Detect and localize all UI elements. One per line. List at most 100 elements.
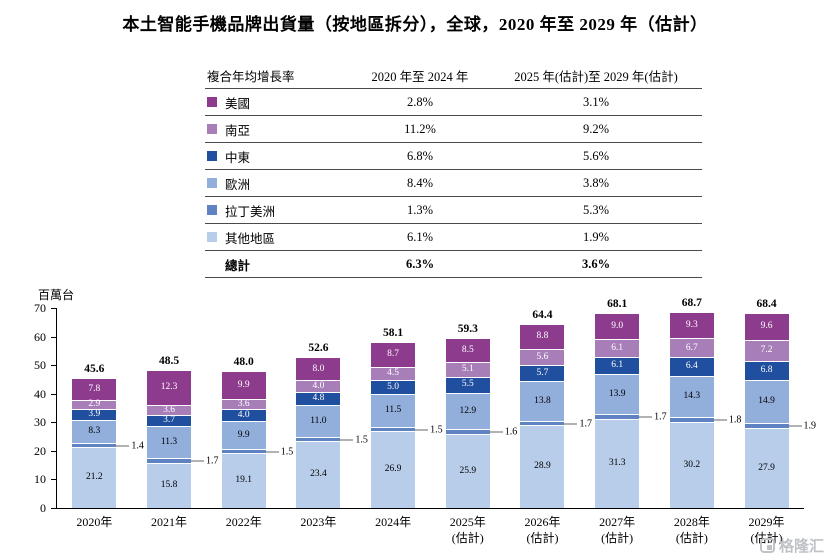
cagr-2025-2029-value: 9.2% (582, 121, 610, 136)
segment-value: 3.6 (163, 404, 175, 415)
segment-value: 8.8 (536, 331, 549, 342)
table-rows: 美國 2.8% 3.1% 南亞 11.2% 9.2% 中東 6.8% 5.6% 歐洲 8.4% 3.8… (205, 89, 702, 251)
bar-segment-europe: 11.0 (296, 405, 341, 437)
bar-total-label: 68.7 (681, 296, 702, 309)
legend-swatch-middle-east (207, 151, 217, 161)
x-axis-label: 2020年 (76, 515, 112, 531)
cagr-2020-2024-value: 6.8% (406, 148, 434, 163)
bar-segment-latin-america: 1.8 (669, 414, 741, 425)
y-tick-mark (51, 422, 56, 424)
segment-value: 1.8 (728, 414, 742, 426)
segment-value: 8.3 (88, 426, 101, 437)
legend-swatch-other-regions (207, 232, 217, 242)
x-axis-label-year: 2022年 (225, 515, 262, 529)
cagr-table: 複合年均增長率 2020 年至 2024 年 2025 年(估計)至 2029 … (205, 62, 702, 278)
bar-stack: 7.8 2.9 3.9 8.3 1.4 21.2 45.6 (72, 308, 144, 508)
cagr-2025-2029-value: 5.6% (582, 148, 610, 163)
bar-segment-other-regions: 15.8 (147, 462, 192, 508)
bar-group: 7.8 2.9 3.9 8.3 1.4 21.2 45.6 2020年 (57, 308, 144, 531)
table-row-us: 美國 2.8% 3.1% (205, 89, 702, 116)
watermark-text: 格隆汇 (778, 538, 824, 555)
bar-segment-other-regions: 25.9 (445, 434, 490, 508)
segment-value: 4.8 (312, 393, 325, 404)
bar-segment-other-regions: 21.2 (72, 447, 117, 508)
segment-value: 11.5 (384, 405, 402, 416)
segment-value: 27.9 (758, 462, 775, 473)
segment-value: 4.0 (237, 409, 250, 420)
segment-value: 21.2 (86, 472, 103, 483)
segment-value: 5.5 (461, 379, 474, 390)
cagr-2025-2029-value: 1.9% (582, 229, 610, 244)
bar-segment-us: 8.8 (520, 323, 565, 349)
bar-segment-latin-america: 1.5 (296, 434, 368, 445)
bar-stack: 9.0 6.1 6.1 13.9 1.7 31.3 68.1 (595, 298, 667, 508)
table-header-row: 複合年均增長率 2020 年至 2024 年 2025 年(估計)至 2029 … (205, 62, 702, 89)
segment-value: 30.2 (683, 459, 701, 470)
segment-value: 1.7 (654, 411, 667, 423)
bar-segment-us: 8.0 (296, 357, 341, 381)
bar-segment-middle-east: 6.4 (669, 357, 714, 376)
region-label: 拉丁美洲 (225, 204, 276, 219)
segment-value: 14.9 (758, 396, 775, 407)
segment-value-outside: 1.8 (713, 414, 742, 426)
y-tick-mark (51, 308, 56, 309)
bar-segment-middle-east: 3.7 (147, 415, 192, 426)
bar-group: 9.3 6.7 6.4 14.3 1.8 30.2 68.7 2028年 (估計) (655, 297, 741, 546)
legend-swatch-us (207, 97, 217, 107)
segment-value-outside: 1.9 (788, 421, 816, 432)
region-label: 其他地區 (225, 231, 276, 246)
segment-value-outside: 1.4 (116, 440, 144, 451)
gelonghui-logo-icon (759, 538, 775, 553)
bars-area: 7.8 2.9 3.9 8.3 1.4 21.2 45.6 2020年 12.3 3.6 3.7 11… (57, 297, 816, 545)
bar-stack: 8.5 5.1 5.5 12.9 1.6 25.9 59.3 (445, 308, 517, 508)
bar-segment-europe: 13.8 (520, 381, 565, 421)
bar-segment-us: 8.5 (445, 338, 490, 363)
table-row-middle-east: 中東 6.8% 5.6% (205, 143, 702, 170)
segment-value: 3.6 (237, 399, 250, 410)
segment-value: 6.1 (611, 360, 624, 371)
cagr-2025-2029-value: 5.3% (582, 202, 610, 217)
segment-value: 1.7 (206, 455, 219, 467)
y-tick-mark (51, 479, 56, 481)
segment-value-outside: 1.5 (415, 424, 443, 435)
segment-value: 7.2 (760, 345, 773, 356)
x-axis-label-year: 2024年 (375, 515, 412, 529)
leader-line (265, 451, 279, 453)
legend-swatch-latin-america (207, 205, 217, 215)
segment-value: 9.3 (685, 319, 698, 330)
legend-swatch-europe (207, 178, 217, 188)
bar-group: 8.5 5.1 5.5 12.9 1.6 25.9 59.3 2025年 (估計) (431, 308, 517, 546)
chart-title: 本土智能手機品牌出貨量（按地區拆分），全球，2020 年至 2029 年（估計） (122, 15, 708, 34)
segment-value: 6.7 (685, 342, 698, 353)
bar-segment-south-asia: 6.1 (595, 339, 640, 357)
region-label: 南亞 (225, 123, 251, 138)
bar-segment-other-regions: 27.9 (744, 428, 789, 508)
y-tick-label: 60 (34, 329, 46, 344)
bar-stack: 8.7 4.5 5.0 11.5 1.5 26.9 58.1 (371, 308, 443, 508)
segment-value: 28.9 (534, 461, 551, 472)
y-tick-mark (51, 508, 56, 509)
gelonghui-watermark: 格隆汇 (759, 535, 824, 556)
table-row-other-regions: 其他地區 6.1% 1.9% (205, 224, 702, 251)
table-row-latin-america: 拉丁美洲 1.3% 5.3% (205, 197, 702, 224)
x-axis-label-year: 2026年 (524, 515, 561, 529)
bar-segment-europe: 11.3 (147, 425, 192, 459)
x-axis-label-year: 2027年 (599, 515, 636, 529)
leader-line (340, 439, 354, 441)
bar-segment-other-regions: 31.3 (595, 418, 640, 508)
bar-total-label: 45.6 (84, 363, 105, 375)
leader-line (564, 423, 578, 425)
x-axis-label: 2025年 (估計) (450, 515, 486, 546)
x-axis-label: 2021年 (151, 515, 187, 531)
segment-value: 8.5 (461, 344, 474, 355)
segment-value: 6.8 (760, 365, 773, 376)
segment-value: 13.8 (534, 395, 551, 406)
bar-total-label: 48.0 (233, 355, 254, 368)
bar-segment-other-regions: 23.4 (296, 441, 341, 508)
cagr-2020-2024-value: 6.1% (406, 229, 434, 244)
bar-total-label: 64.4 (532, 308, 553, 321)
segment-value: 8.0 (312, 363, 325, 374)
segment-value: 3.9 (88, 408, 101, 419)
bar-segment-south-asia: 7.2 (744, 340, 789, 361)
